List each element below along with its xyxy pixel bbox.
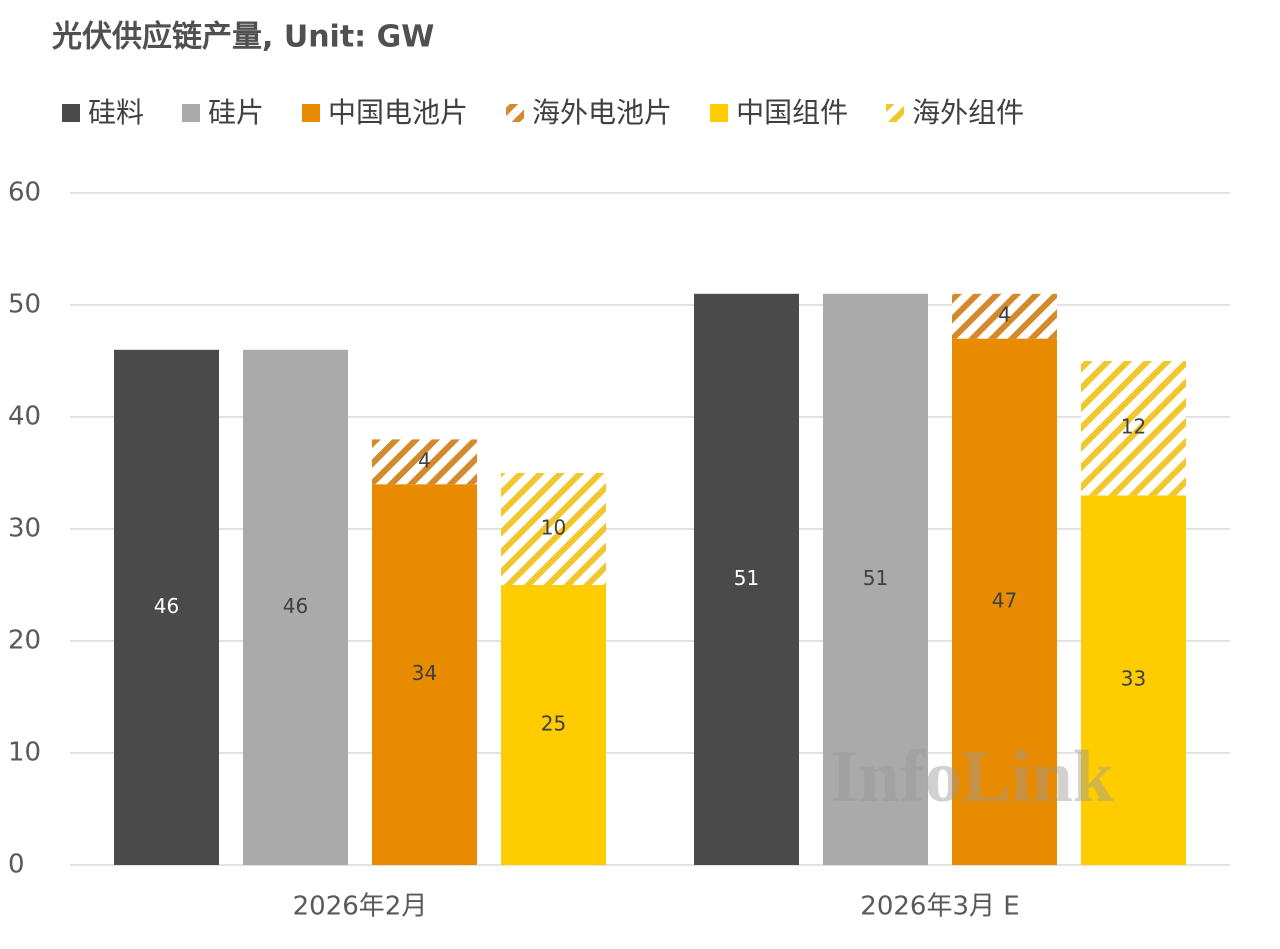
data-label: 46	[154, 594, 179, 618]
data-label: 4	[418, 448, 431, 472]
y-tick-label: 20	[8, 626, 41, 656]
bar-segment	[372, 439, 477, 485]
bar-segment	[243, 349, 348, 865]
legend-marker	[886, 104, 905, 122]
data-label: 25	[541, 712, 566, 736]
bar-segment	[952, 338, 1057, 866]
chart-title: 光伏供应链产量, Unit: GW	[52, 20, 434, 55]
y-tick-label: 30	[8, 514, 41, 544]
bar-segment	[114, 349, 219, 865]
bar-segment	[823, 293, 928, 865]
bar-segment	[694, 293, 799, 865]
data-label: 33	[1121, 667, 1146, 691]
legend-marker	[710, 104, 729, 122]
bar-segment	[501, 473, 606, 585]
legend-label: 海外组件	[912, 96, 1024, 129]
legend-marker	[302, 104, 321, 122]
x-tick-label: 2026年3月 E	[860, 892, 1019, 922]
y-tick-label: 40	[8, 402, 41, 432]
bar-segment	[1081, 495, 1186, 865]
legend-label: 中国电池片	[328, 96, 468, 129]
data-label: 51	[863, 566, 888, 590]
bar-segment	[952, 293, 1057, 339]
data-label: 12	[1121, 415, 1146, 439]
y-tick-label: 50	[8, 290, 41, 320]
legend-label: 硅片	[208, 96, 264, 129]
data-label: 47	[992, 588, 1017, 612]
data-label: 51	[734, 566, 759, 590]
watermark: InfoLink	[830, 736, 1115, 818]
data-label: 34	[412, 661, 437, 685]
x-tick-label: 2026年2月	[293, 892, 428, 922]
bar-segment	[1081, 361, 1186, 496]
data-label: 4	[998, 303, 1011, 327]
legend-marker	[62, 104, 80, 122]
data-label: 46	[283, 594, 308, 618]
legend-label: 海外电池片	[532, 96, 672, 129]
bar-segment	[372, 484, 477, 865]
y-tick-label: 0	[8, 850, 25, 880]
legend-label: 硅料	[88, 96, 144, 129]
legend-marker	[182, 104, 201, 122]
y-tick-label: 60	[8, 178, 41, 208]
data-label: 10	[541, 516, 566, 540]
y-tick-label: 10	[8, 738, 41, 768]
legend-label: 中国组件	[736, 96, 848, 129]
legend-marker	[506, 104, 525, 122]
bar-segment	[501, 585, 606, 865]
